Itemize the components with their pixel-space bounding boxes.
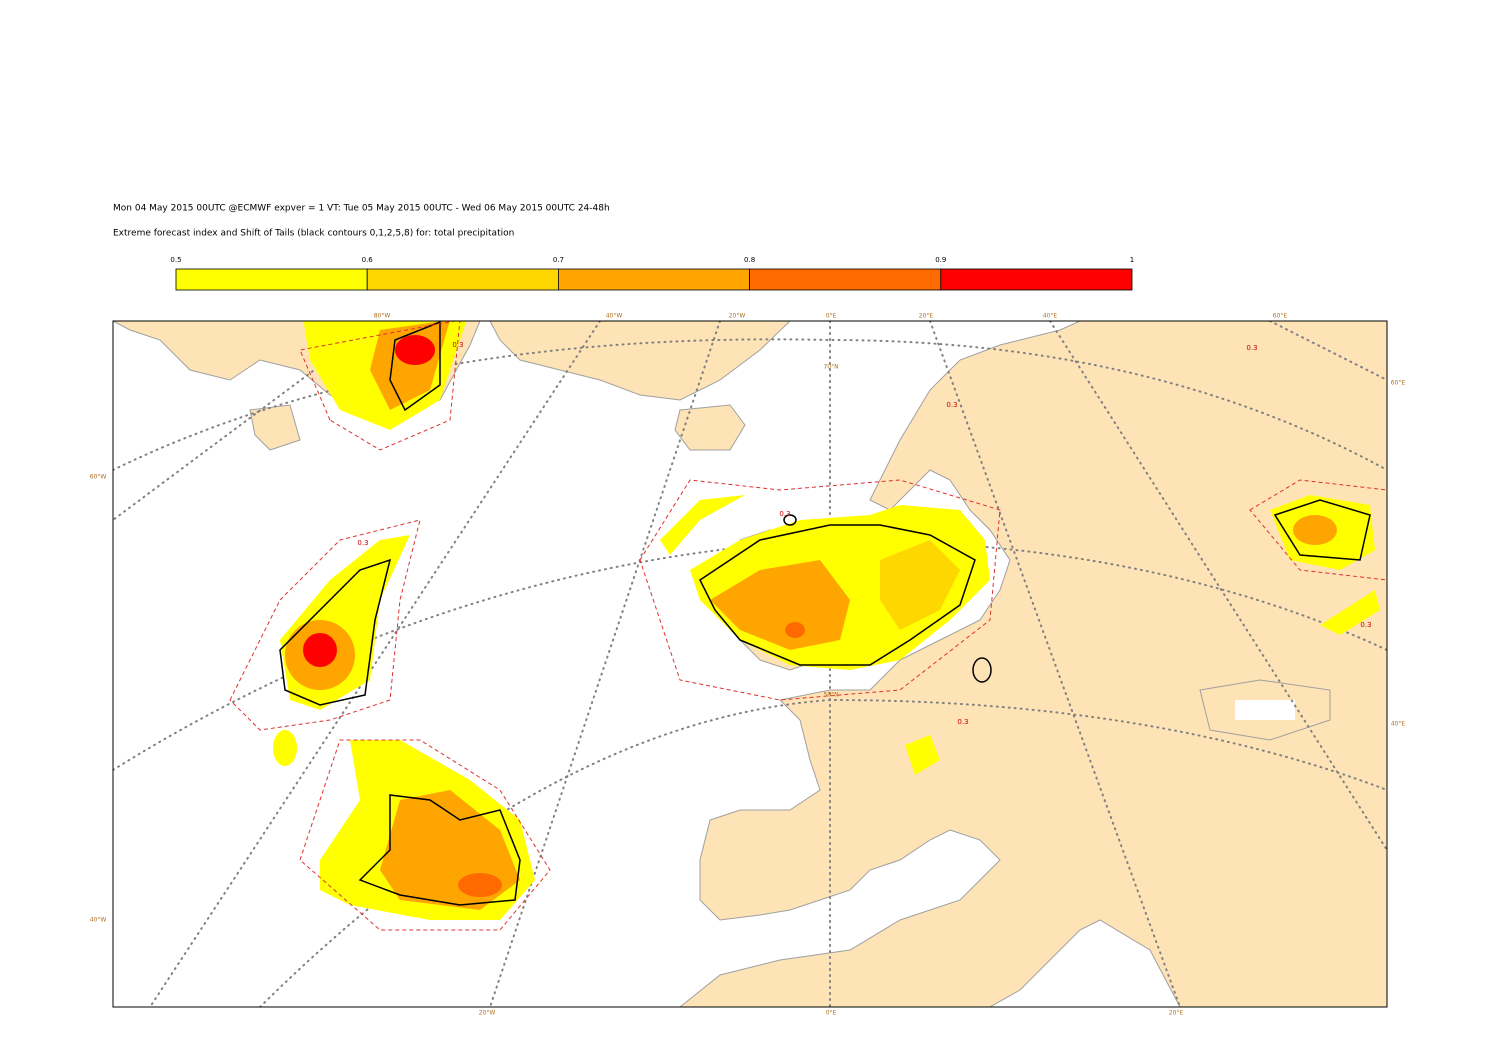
map xyxy=(113,321,1387,1007)
colorbar-segment xyxy=(366,268,559,291)
colorbar-segment xyxy=(749,268,942,291)
graticule-label: 40°E xyxy=(1391,721,1406,728)
graticule-label: 0°E xyxy=(826,313,837,320)
colorbar-segment xyxy=(558,268,751,291)
colorbar: 0.5 0.6 0.7 0.8 0.9 1 xyxy=(170,256,1134,291)
header-line: Mon 04 May 2015 00UTC @ECMWF expver = 1 … xyxy=(113,204,610,214)
graticule-label: 60°E xyxy=(1391,380,1406,387)
contour-label: 0.3 xyxy=(957,718,968,726)
header-line: Extreme forecast index and Shift of Tail… xyxy=(113,229,514,239)
graticule-label: 80°W xyxy=(374,313,391,320)
colorbar-tick-label: 1 xyxy=(1130,256,1134,264)
colorbar-tick-label: 0.9 xyxy=(935,256,946,264)
dashed-contours xyxy=(229,321,1387,931)
graticule-label: 20°E xyxy=(1169,1010,1184,1017)
land xyxy=(679,321,1387,1007)
contour-label: 0.3 xyxy=(452,341,463,349)
land xyxy=(249,404,301,451)
contour-label: 0.3 xyxy=(1246,344,1257,352)
colorbar-tick-label: 0.5 xyxy=(170,256,181,264)
colorbar-tick-label: 0.8 xyxy=(744,256,755,264)
land xyxy=(674,404,746,451)
graticule-label: 60°E xyxy=(1273,313,1288,320)
colorbar-tick-label: 0.7 xyxy=(553,256,564,264)
graticule-label: 0°E xyxy=(826,1010,837,1017)
graticule xyxy=(113,338,1387,471)
colorbar-tick-label: 0.6 xyxy=(362,256,374,264)
graticule-label: 40°E xyxy=(1043,313,1058,320)
graticule-label: 60°W xyxy=(90,474,107,481)
graticule-label: 70°N xyxy=(823,364,838,371)
colorbar-segment xyxy=(940,268,1133,291)
map-labels: 80°W 40°W 20°W 0°E 20°E 40°E 60°E 60°E 40°E 60°W 4… xyxy=(90,313,1406,1017)
contour-label: 0.3 xyxy=(1360,621,1371,629)
graticule-label: 50°N xyxy=(823,692,838,699)
map-frame xyxy=(112,320,1388,1008)
sea xyxy=(1235,700,1295,720)
colorbar-segment xyxy=(175,268,368,291)
graticule-label: 40°W xyxy=(90,917,107,924)
efi-shading xyxy=(273,321,1380,920)
contour-label: 0.3 xyxy=(946,401,957,409)
graticule-label: 20°W xyxy=(729,313,746,320)
contour-label: 0.3 xyxy=(357,539,368,547)
contour-label: 0.3 xyxy=(779,510,790,518)
graticule-label: 20°W xyxy=(479,1010,496,1017)
graticule-label: 20°E xyxy=(919,313,934,320)
graticule-label: 40°W xyxy=(606,313,623,320)
land xyxy=(489,321,791,401)
